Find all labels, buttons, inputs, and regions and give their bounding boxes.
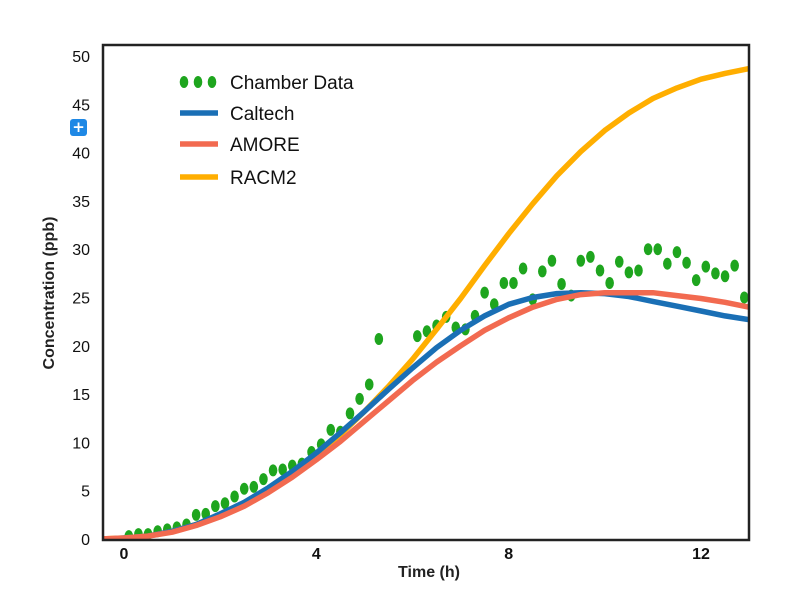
chamber-data-point	[586, 250, 595, 263]
chamber-data-point	[374, 333, 384, 346]
chamber-data-point	[547, 254, 557, 267]
chamber-data-point	[557, 277, 566, 290]
chamber-data-point	[480, 286, 489, 299]
legend-marker-chamber-data	[179, 76, 189, 88]
chamber-data-point	[605, 277, 614, 290]
x-axis-ticks: 0 4 8 12	[120, 546, 710, 563]
chamber-data-point	[643, 243, 653, 256]
chamber-data-point	[701, 260, 711, 273]
legend: Chamber Data Caltech AMORE RACM2	[179, 73, 354, 189]
legend-label: RACM2	[230, 168, 297, 189]
chamber-data-point	[634, 264, 643, 277]
chamber-data-point	[499, 277, 509, 290]
y-axis-label: Concentration (ppb)	[41, 217, 58, 370]
legend-marker-chamber-data	[207, 76, 217, 88]
chamber-data-point	[278, 463, 287, 476]
chamber-data-point	[345, 407, 355, 420]
y-tick-label: 50	[72, 49, 90, 66]
chamber-data-point	[249, 480, 259, 493]
series-line-amore	[103, 289, 749, 540]
chamber-data-point	[682, 256, 691, 269]
chamber-data-point	[663, 257, 672, 270]
y-tick-label: 15	[72, 387, 90, 404]
chamber-data-point	[326, 423, 336, 436]
chamber-data-point	[355, 392, 364, 405]
x-axis-label: Time (h)	[398, 564, 460, 581]
chamber-data-point	[672, 246, 682, 259]
x-tick-label: 4	[312, 546, 321, 563]
chamber-data-point	[711, 267, 720, 280]
y-tick-label: 5	[81, 484, 90, 501]
chamber-data-point	[518, 262, 528, 275]
y-tick-label: 40	[72, 146, 90, 163]
chamber-data-point	[576, 254, 586, 267]
chamber-data-point	[220, 497, 230, 510]
chamber-data-point	[739, 291, 749, 304]
chamber-data-point	[509, 277, 518, 290]
y-tick-label: 25	[72, 291, 90, 308]
chamber-data-point	[413, 330, 422, 343]
legend-label: AMORE	[230, 135, 300, 156]
x-tick-label: 8	[504, 546, 513, 563]
chamber-data-point	[624, 266, 634, 279]
chamber-data-point	[230, 490, 239, 503]
plot-frame	[101, 43, 751, 542]
chamber-data-point	[595, 264, 605, 277]
legend-label: Caltech	[230, 104, 294, 125]
x-tick-label: 0	[120, 546, 129, 563]
chamber-data-point	[191, 508, 201, 521]
series-chamber-data	[124, 243, 749, 540]
chamber-data-point	[730, 259, 739, 272]
y-tick-label: 35	[72, 194, 90, 211]
y-tick-label: 20	[72, 339, 90, 356]
chamber-data-point	[538, 265, 547, 278]
y-axis-ticks: 0 5 10 15 20 25 30 35 40 45 50	[72, 49, 90, 549]
chamber-data-point	[720, 270, 730, 283]
legend-label: Chamber Data	[230, 73, 354, 94]
chamber-data-point	[211, 500, 220, 513]
series-layer	[103, 65, 749, 540]
chamber-data-point	[653, 243, 663, 256]
chamber-data-point	[239, 482, 249, 495]
y-tick-label: 0	[81, 532, 90, 549]
zoom-plus-button[interactable]: +	[70, 119, 87, 136]
x-tick-label: 12	[692, 546, 710, 563]
chamber-data-point	[364, 378, 374, 391]
y-tick-label: 30	[72, 242, 90, 259]
chamber-data-point	[268, 464, 278, 477]
chamber-data-point	[259, 473, 268, 486]
chamber-data-point	[614, 255, 624, 268]
y-tick-label: 45	[72, 97, 90, 114]
legend-marker-chamber-data	[193, 76, 203, 88]
y-tick-label: 10	[72, 435, 90, 452]
chamber-data-point	[691, 274, 701, 287]
